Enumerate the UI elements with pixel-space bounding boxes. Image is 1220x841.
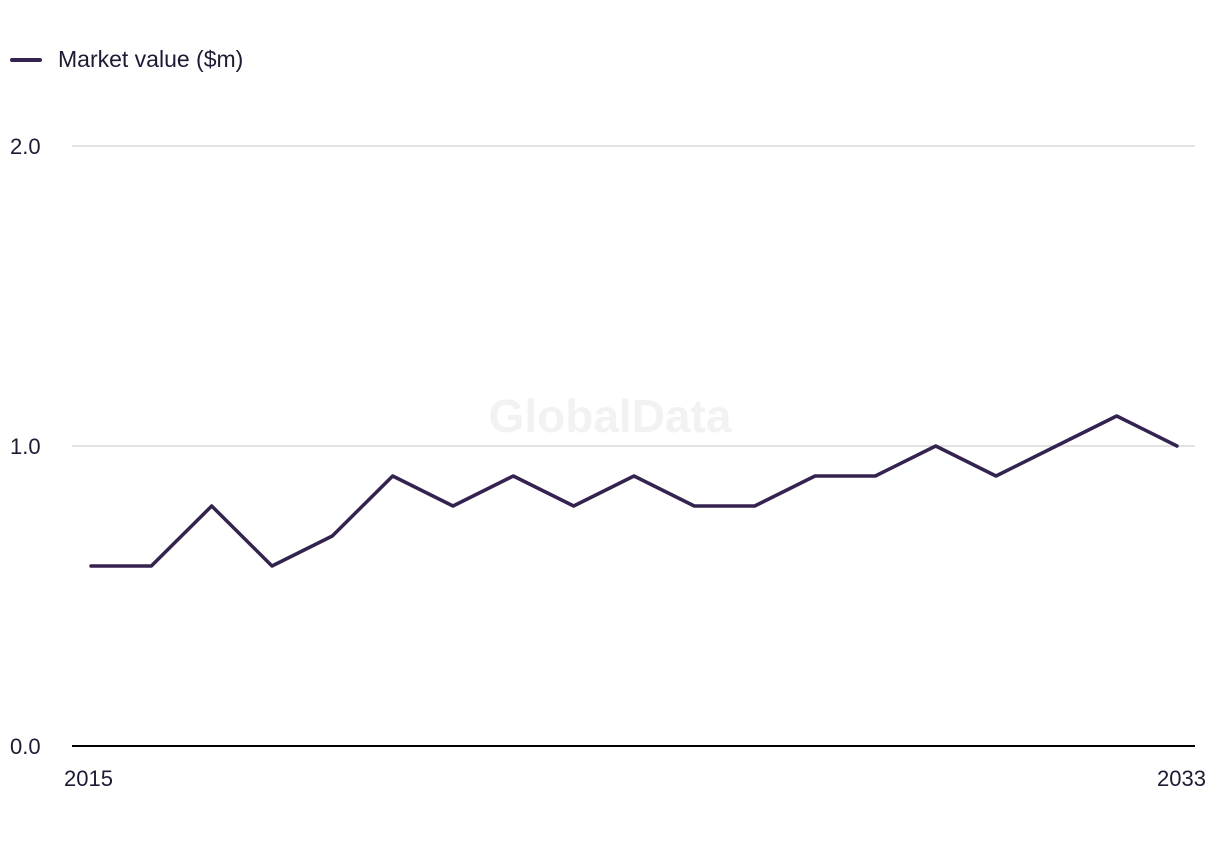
watermark-text: GlobalData [489, 390, 732, 442]
y-tick-label: 1.0 [10, 434, 41, 459]
legend-swatch [10, 57, 42, 62]
y-tick-label: 0.0 [10, 734, 41, 759]
x-tick-label: 2033 [1157, 766, 1206, 791]
series-line-market-value [89, 414, 1179, 568]
legend: Market value ($m) [10, 46, 243, 73]
x-tick-label: 2015 [64, 766, 113, 791]
y-tick-label: 2.0 [10, 134, 41, 159]
legend-label-market-value: Market value ($m) [58, 46, 244, 72]
